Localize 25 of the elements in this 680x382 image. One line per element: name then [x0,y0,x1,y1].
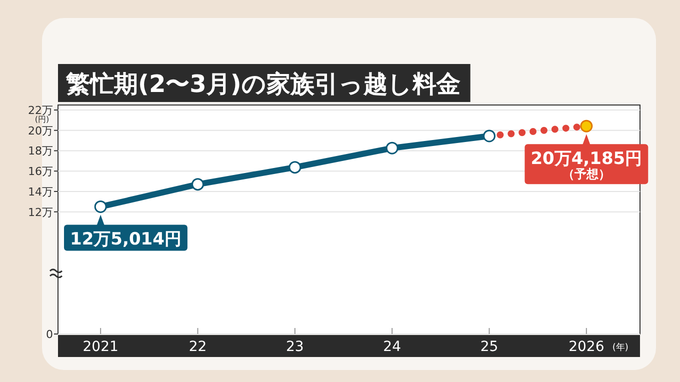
point [94,200,107,213]
y-tick-label: 22万 [28,104,53,117]
annotation: 20万4,185円 [530,149,642,170]
y-tick-label: 16万 [28,165,53,178]
y-tick-label: 0 [46,328,53,341]
point [386,142,398,154]
y-axis-title: (円) [34,115,50,124]
point [288,161,302,174]
y-tick-label: 12万 [28,206,53,219]
y-tick-label: 14万 [28,185,53,198]
y-tick-label: 20万 [28,124,53,138]
annotation: 12万5,014円 [70,230,182,250]
x-tick-label: 24 [383,339,402,355]
x-tick-label: 25 [480,339,498,355]
point [580,120,593,132]
annotation: （予想） [562,167,610,182]
point [192,178,204,191]
y-tick-label: 18万 [28,144,53,158]
x-tick-label: 22 [188,339,207,355]
point [483,130,496,142]
x-tick-label: 2026 [568,339,604,355]
x-axis-title: (年) [612,342,628,353]
chart-title: 繁忙期(2〜3月)の家族引っ越し料金 [65,70,460,98]
x-tick-label: 2021 [82,339,118,355]
x-tick-label: 23 [286,339,304,355]
